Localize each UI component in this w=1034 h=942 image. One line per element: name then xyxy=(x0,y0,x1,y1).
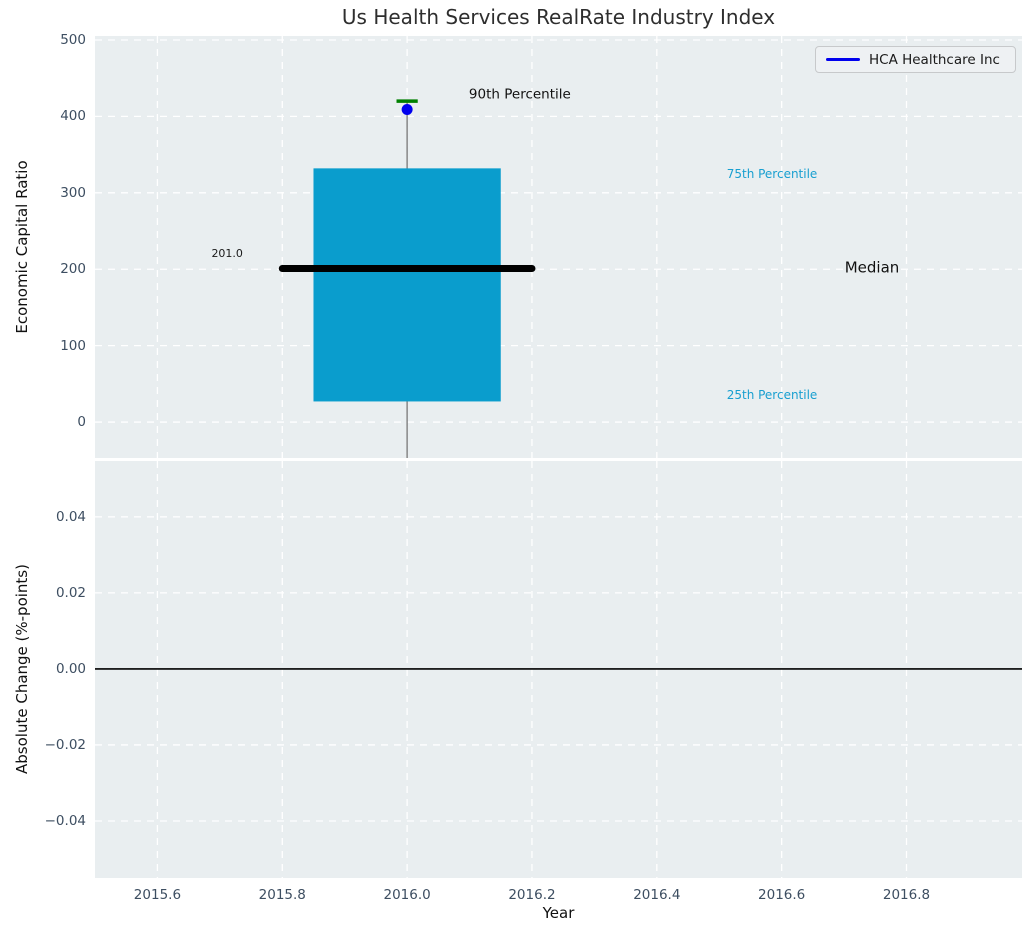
y-tick-label: 400 xyxy=(60,108,86,125)
x-tick-label: 2016.6 xyxy=(758,887,806,903)
x-tick-label: 2016.0 xyxy=(383,887,431,903)
x-tick-label: 2016.8 xyxy=(882,887,931,903)
hca-marker xyxy=(401,104,413,116)
y-tick-label: 300 xyxy=(60,184,86,201)
legend-line-icon xyxy=(826,57,860,62)
y-tick-label: 100 xyxy=(60,337,86,354)
chart-title: Us Health Services RealRate Industry Ind… xyxy=(341,5,776,29)
annotation-median: Median xyxy=(845,258,900,276)
legend: HCA Healthcare Inc xyxy=(815,46,1016,73)
iqr-box xyxy=(313,168,501,402)
economic-capital-ratio-canvas: 201.0 90th Percentile 75th Percentile Media… xyxy=(95,36,1022,458)
annotation-25th-percentile: 25th Percentile xyxy=(727,388,818,402)
y-tick-label: −0.04 xyxy=(44,812,86,829)
annotation-90th-percentile: 90th Percentile xyxy=(469,86,571,102)
x-tick-label: 2016.2 xyxy=(508,887,556,903)
legend-label: HCA Healthcare Inc xyxy=(869,51,1000,68)
absolute-change-canvas xyxy=(95,461,1022,878)
y-tick-label: 0.02 xyxy=(55,584,86,601)
y-tick-label: 0 xyxy=(77,414,86,431)
annotation-201-0: 201.0 xyxy=(211,247,243,260)
bottom-axes xyxy=(95,461,1022,878)
y-tick-label: 0.00 xyxy=(55,660,86,677)
x-tick-label: 2016.4 xyxy=(633,887,681,903)
x-axis-label: Year xyxy=(542,904,575,922)
y-tick-label: 200 xyxy=(60,261,86,278)
top-axes: 201.0 90th Percentile 75th Percentile Media… xyxy=(95,36,1022,458)
y-tick-label: 500 xyxy=(60,31,86,48)
annotation-75th-percentile: 75th Percentile xyxy=(727,167,818,181)
y-tick-label: −0.02 xyxy=(44,736,86,753)
y-tick-label: 0.04 xyxy=(55,508,86,525)
x-tick-label: 2015.8 xyxy=(258,887,306,903)
x-tick-label: 2015.6 xyxy=(133,887,182,903)
